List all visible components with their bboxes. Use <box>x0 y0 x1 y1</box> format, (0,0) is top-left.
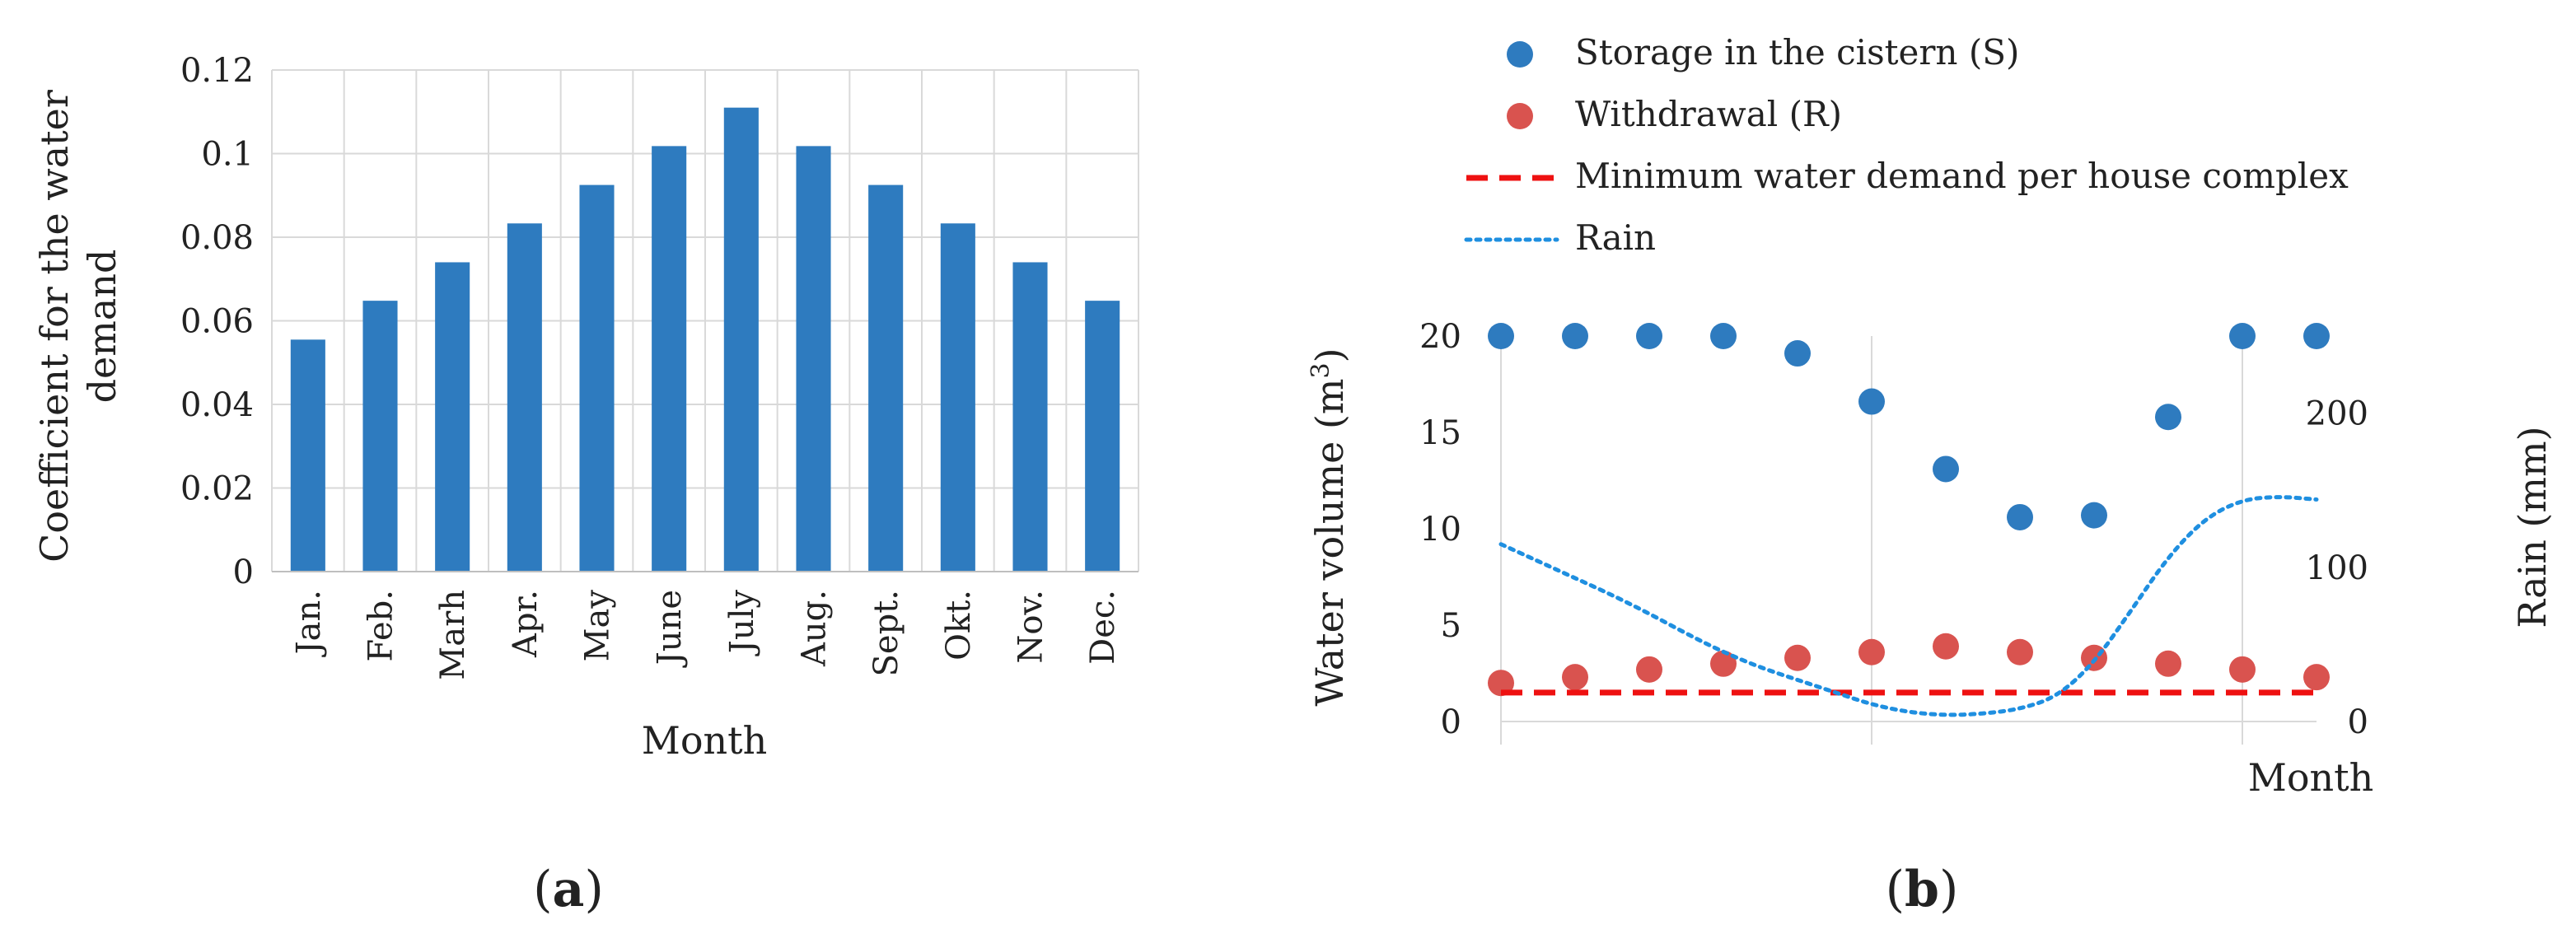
legend-label: Storage in the cistern (S) <box>1575 32 2019 72</box>
chart-a-y-tick-label: 0.04 <box>180 386 254 424</box>
storage-point <box>2303 323 2330 349</box>
chart-a-bar <box>940 223 975 572</box>
storage-point <box>1710 323 1737 349</box>
chart-a-x-tick-label: July <box>723 590 761 657</box>
chart-a-x-tick-label: May <box>579 590 617 662</box>
chart-a-x-tick-label: Aug. <box>796 590 834 667</box>
storage-point <box>2229 323 2256 349</box>
withdrawal-point <box>1710 650 1737 677</box>
chart-b-y-tick-label: 5 <box>1441 607 1461 645</box>
chart-b-y2-tick-label: 0 <box>2348 703 2368 741</box>
withdrawal-point <box>1636 656 1662 683</box>
withdrawal-point <box>2229 656 2256 683</box>
chart-b-y-tick-label: 15 <box>1419 414 1461 452</box>
withdrawal-point <box>1488 670 1514 697</box>
storage-point <box>2007 503 2033 530</box>
storage-point <box>1933 455 1959 483</box>
legend-marker-withdrawal <box>1507 103 1533 129</box>
chart-a-bars <box>290 107 1120 572</box>
chart-a-y-tick-label: 0.08 <box>180 219 254 257</box>
legend-label: Withdrawal (R) <box>1575 94 1842 134</box>
chart-a-x-tick-label: Okt. <box>940 590 978 661</box>
withdrawal-point <box>1933 633 1959 660</box>
storage-point <box>2155 404 2181 431</box>
chart-a-y-tick-label: 0.12 <box>180 52 254 90</box>
chart-a-x-tick-label: Jan. <box>290 590 328 657</box>
chart-b-y-tick-label: 0 <box>1441 703 1461 741</box>
chart-a-x-tick-label: Feb. <box>362 590 400 662</box>
storage-point <box>1636 323 1662 349</box>
storage-point <box>1858 388 1885 415</box>
storage-point <box>1488 323 1514 349</box>
chart-b-y-tick-label: 20 <box>1419 318 1461 356</box>
chart-b-y-tick-label: 10 <box>1419 511 1461 549</box>
chart-a-y-tick-label: 0.1 <box>201 136 254 174</box>
chart-a-bar <box>1012 262 1048 572</box>
chart-a-y-tick-label: 0 <box>233 553 254 591</box>
legend-label: Rain <box>1575 217 1656 258</box>
chart-a-axes: 0 0.02 0.04 0.06 0.08 0.1 0.12 Jan. Feb. Marh Apr.… <box>180 52 1138 680</box>
storage-point <box>1784 340 1811 367</box>
panel-label-b: (b) <box>1886 861 1959 918</box>
chart-a-bar <box>579 184 615 572</box>
storage-point <box>1562 323 1588 349</box>
withdrawal-point <box>1858 638 1885 665</box>
chart-a-bar <box>290 339 325 572</box>
chart-b-y2-tick-label: 200 <box>2306 395 2368 433</box>
chart-b-marks <box>1488 323 2330 717</box>
chart-a-y-tick-label: 0.06 <box>180 303 254 341</box>
chart-a-bar <box>652 146 687 572</box>
chart-b-y-axis-title: Water volume (m3) <box>1307 348 1353 706</box>
chart-a-bar <box>868 184 904 572</box>
chart-a-y-axis-title-line1: Coefficient for the water <box>32 90 77 563</box>
chart-a-bar <box>796 146 831 572</box>
chart-a-bar <box>362 301 398 572</box>
chart-a-bar <box>507 223 542 572</box>
chart-a-x-tick-label: Nov. <box>1012 590 1050 664</box>
chart-b-gridlines <box>1500 336 2317 745</box>
withdrawal-point <box>2303 664 2330 691</box>
chart-a-bar <box>1085 301 1120 572</box>
withdrawal-point <box>2155 650 2181 677</box>
legend-marker-storage <box>1507 41 1533 68</box>
chart-b-legend: Storage in the cistern (S) Withdrawal (R)… <box>1464 32 2349 258</box>
chart-a-x-tick-label: Sept. <box>867 590 905 676</box>
chart-a-y-axis-title-line2: demand <box>80 250 124 404</box>
chart-a-x-axis-title: Month <box>642 718 768 763</box>
chart-a-x-tick-label: June <box>651 590 689 668</box>
chart-a-bar <box>723 107 759 572</box>
withdrawal-point <box>1784 644 1811 671</box>
withdrawal-point <box>1562 664 1588 691</box>
chart-a-gridlines <box>271 69 1139 572</box>
storage-point <box>2081 502 2107 529</box>
chart-a-x-tick-label: Marh <box>434 590 472 680</box>
chart-a-x-tick-label: Dec. <box>1084 590 1122 665</box>
chart-a-x-tick-label: Apr. <box>507 590 545 658</box>
chart-a-bar <box>435 262 470 572</box>
withdrawal-point <box>2007 638 2033 665</box>
chart-b: Storage in the cistern (S) Withdrawal (R)… <box>1307 32 2555 800</box>
panel-label-a: (a) <box>533 861 604 918</box>
chart-b-x-axis-title: Month <box>2248 755 2374 800</box>
chart-a-y-tick-label: 0.02 <box>180 470 254 508</box>
rain-line <box>1498 495 2319 717</box>
chart-a: 0 0.02 0.04 0.06 0.08 0.1 0.12 Jan. Feb. Marh Apr.… <box>32 52 1139 763</box>
chart-b-y2-axis-title: Rain (mm) <box>2510 426 2555 628</box>
chart-b-y2-tick-label: 100 <box>2306 549 2368 587</box>
legend-label: Minimum water demand per house complex <box>1575 156 2349 196</box>
